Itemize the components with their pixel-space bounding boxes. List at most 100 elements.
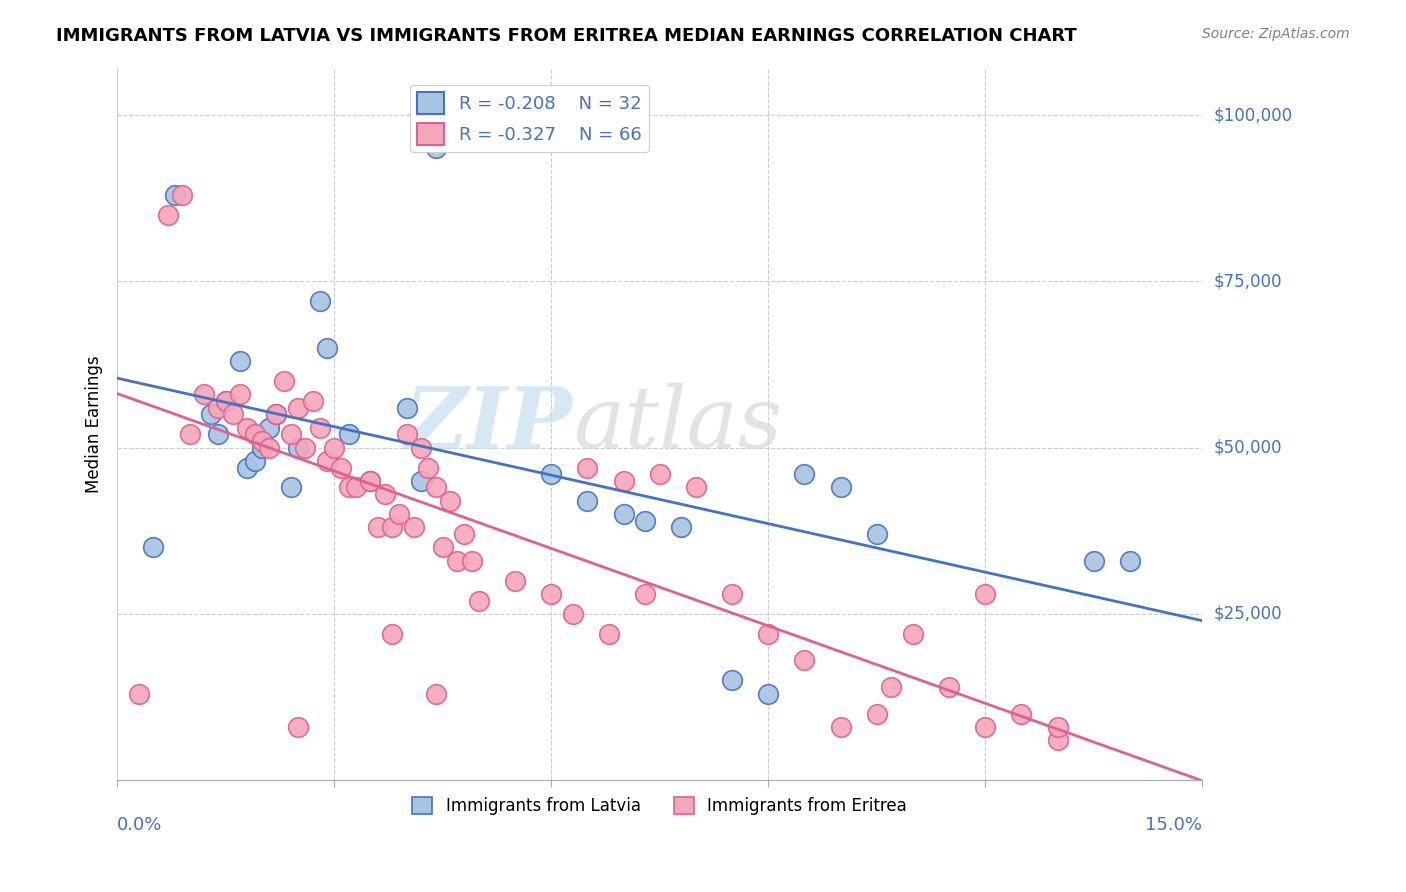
Point: [409, 441, 432, 455]
Text: $75,000: $75,000: [1213, 272, 1282, 290]
Point: [1119, 553, 1142, 567]
Point: [165, 187, 187, 202]
Point: [172, 187, 194, 202]
Point: [425, 141, 447, 155]
Point: [425, 687, 447, 701]
Point: [974, 720, 997, 734]
Point: [316, 341, 339, 355]
Point: [613, 507, 636, 521]
Legend: Immigrants from Latvia, Immigrants from Eritrea: Immigrants from Latvia, Immigrants from …: [406, 790, 914, 822]
Point: [215, 394, 238, 409]
Text: 0.0%: 0.0%: [117, 815, 163, 834]
Point: [540, 467, 562, 482]
Point: [432, 541, 454, 555]
Point: [316, 454, 339, 468]
Point: [460, 553, 482, 567]
Point: [308, 420, 330, 434]
Point: [207, 427, 229, 442]
Point: [359, 474, 381, 488]
Point: [156, 208, 179, 222]
Text: ZIP: ZIP: [405, 383, 574, 466]
Point: [453, 527, 475, 541]
Point: [395, 401, 418, 415]
Y-axis label: Median Earnings: Median Earnings: [86, 356, 103, 493]
Point: [793, 467, 815, 482]
Text: 15.0%: 15.0%: [1146, 815, 1202, 834]
Point: [128, 687, 150, 701]
Point: [395, 427, 418, 442]
Point: [207, 401, 229, 415]
Point: [287, 401, 309, 415]
Point: [866, 527, 889, 541]
Point: [142, 541, 165, 555]
Point: [215, 394, 238, 409]
Point: [308, 294, 330, 309]
Point: [301, 394, 323, 409]
Point: [648, 467, 671, 482]
Point: [830, 720, 852, 734]
Point: [266, 407, 288, 421]
Point: [243, 454, 266, 468]
Text: $25,000: $25,000: [1213, 605, 1282, 623]
Point: [613, 474, 636, 488]
Point: [634, 587, 657, 601]
Text: $50,000: $50,000: [1213, 439, 1282, 457]
Point: [257, 441, 280, 455]
Point: [830, 480, 852, 494]
Point: [418, 460, 440, 475]
Point: [236, 420, 259, 434]
Point: [388, 507, 411, 521]
Point: [250, 434, 273, 448]
Point: [503, 574, 526, 588]
Point: [266, 407, 288, 421]
Text: atlas: atlas: [574, 383, 782, 466]
Point: [273, 374, 295, 388]
Point: [287, 720, 309, 734]
Point: [381, 626, 404, 640]
Point: [938, 680, 960, 694]
Point: [540, 587, 562, 601]
Point: [381, 520, 404, 534]
Point: [634, 514, 657, 528]
Point: [425, 480, 447, 494]
Point: [598, 626, 620, 640]
Point: [229, 387, 252, 401]
Point: [250, 441, 273, 455]
Point: [280, 480, 302, 494]
Text: Source: ZipAtlas.com: Source: ZipAtlas.com: [1202, 27, 1350, 41]
Point: [866, 706, 889, 721]
Point: [685, 480, 707, 494]
Point: [1046, 733, 1069, 747]
Point: [179, 427, 201, 442]
Point: [287, 441, 309, 455]
Text: IMMIGRANTS FROM LATVIA VS IMMIGRANTS FROM ERITREA MEDIAN EARNINGS CORRELATION CH: IMMIGRANTS FROM LATVIA VS IMMIGRANTS FRO…: [56, 27, 1077, 45]
Point: [756, 687, 779, 701]
Point: [576, 460, 599, 475]
Point: [193, 387, 215, 401]
Point: [236, 460, 259, 475]
Point: [721, 587, 744, 601]
Point: [359, 474, 381, 488]
Point: [409, 474, 432, 488]
Point: [402, 520, 425, 534]
Point: [229, 354, 252, 368]
Point: [974, 587, 997, 601]
Point: [222, 407, 245, 421]
Point: [446, 553, 468, 567]
Point: [721, 673, 744, 688]
Point: [439, 493, 461, 508]
Point: [562, 607, 585, 621]
Point: [323, 441, 346, 455]
Point: [337, 427, 360, 442]
Point: [344, 480, 367, 494]
Point: [374, 487, 396, 501]
Point: [1011, 706, 1033, 721]
Point: [257, 420, 280, 434]
Point: [1046, 720, 1069, 734]
Point: [330, 460, 353, 475]
Point: [576, 493, 599, 508]
Point: [880, 680, 903, 694]
Point: [793, 653, 815, 667]
Point: [294, 441, 316, 455]
Point: [243, 427, 266, 442]
